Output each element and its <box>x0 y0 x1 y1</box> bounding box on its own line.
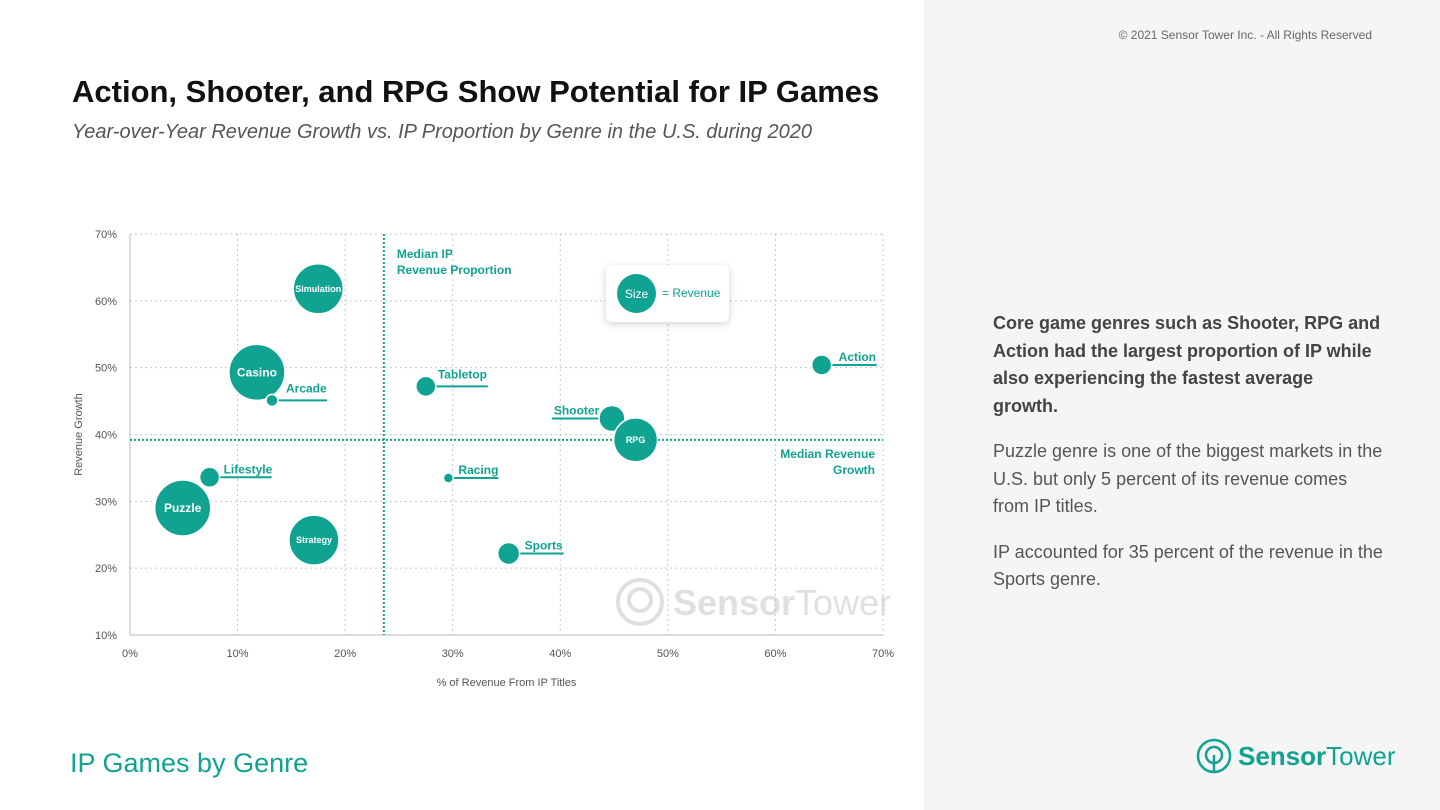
x-tick-label: 40% <box>549 648 571 660</box>
y-tick-label: 40% <box>95 430 117 442</box>
insight-1: Core game genres such as Shooter, RPG an… <box>993 313 1381 416</box>
sensor-tower-watermark: SensorTower <box>616 578 891 626</box>
x-tick-label: 10% <box>227 648 249 660</box>
point-label-action: Action <box>839 350 876 364</box>
median-ip-label: Revenue Proportion <box>397 263 512 277</box>
bubble-racing <box>442 472 455 484</box>
insight-3: IP accounted for 35 percent of the reven… <box>993 541 1383 590</box>
insights-panel: Core game genres such as Shooter, RPG an… <box>993 310 1383 612</box>
bubble-chart: SensorTower 0% 10% 20% 30% 40% 50% 60% 70% 10% 20%… <box>73 229 894 689</box>
insight-2: Puzzle genre is one of the biggest marke… <box>993 441 1383 516</box>
point-label-tabletop: Tabletop <box>438 367 487 381</box>
y-tick-label: 10% <box>95 630 117 642</box>
x-tick-label: 20% <box>334 648 356 660</box>
median-ip-label: Median IP <box>397 247 453 261</box>
page-title: Action, Shooter, and RPG Show Potential … <box>72 74 880 109</box>
point-label-casino: Casino <box>237 365 277 379</box>
y-tick-label: 50% <box>95 363 117 375</box>
logo-text-bold: Sensor <box>1238 740 1327 771</box>
point-label-strategy: Strategy <box>296 535 332 545</box>
size-legend: Size = Revenue <box>606 265 729 322</box>
point-label-arcade: Arcade <box>286 381 327 395</box>
legend-size-bubble: Size <box>617 274 656 313</box>
legend-text: = Revenue <box>662 286 721 300</box>
x-tick-label: 60% <box>764 648 786 660</box>
point-label-lifestyle: Lifestyle <box>224 462 273 476</box>
logo-text-light: Tower <box>1326 740 1396 771</box>
bubble-action <box>810 354 833 376</box>
x-tick-label: 30% <box>442 648 464 660</box>
bubble-puzzle <box>153 479 212 537</box>
x-tick-label: 50% <box>657 648 679 660</box>
x-tick-label: 0% <box>122 648 138 660</box>
y-tick-label: 20% <box>95 563 117 575</box>
bubble-strategy <box>288 514 340 566</box>
point-label-puzzle: Puzzle <box>164 501 202 515</box>
copyright: © 2021 Sensor Tower Inc. - All Rights Re… <box>1118 28 1372 42</box>
y-tick-label: 70% <box>95 229 117 241</box>
median-growth-label: Median Revenue <box>780 447 875 461</box>
page-subtitle: Year-over-Year Revenue Growth vs. IP Pro… <box>72 121 813 143</box>
y-tick-label: 30% <box>95 496 117 508</box>
right-panel <box>924 0 1440 810</box>
bubble-tabletop <box>415 375 437 398</box>
point-label-rpg: RPG <box>626 435 646 445</box>
point-label-simulation: Simulation <box>295 284 341 294</box>
bubble-simulation <box>292 263 344 315</box>
point-label-sports: Sports <box>525 538 563 552</box>
point-label-racing: Racing <box>458 463 498 477</box>
footer-title: IP Games by Genre <box>70 748 309 778</box>
sensor-tower-logo-icon <box>1196 738 1232 774</box>
sensor-tower-logo: SensorTower <box>1196 738 1396 774</box>
svg-text:SensorTower: SensorTower <box>673 582 891 623</box>
bubble-sports <box>496 541 521 566</box>
point-label-shooter: Shooter <box>554 403 600 417</box>
x-axis-label: % of Revenue From IP Titles <box>437 677 577 689</box>
bubble-casino <box>228 343 286 402</box>
bubble-rpg <box>612 417 659 463</box>
bubble-lifestyle <box>198 466 221 489</box>
x-tick-label: 70% <box>872 648 894 660</box>
y-tick-label: 60% <box>95 296 117 308</box>
median-growth-label: Growth <box>833 463 875 477</box>
bubble-arcade <box>265 393 279 408</box>
y-axis-label: Revenue Growth <box>73 393 85 476</box>
